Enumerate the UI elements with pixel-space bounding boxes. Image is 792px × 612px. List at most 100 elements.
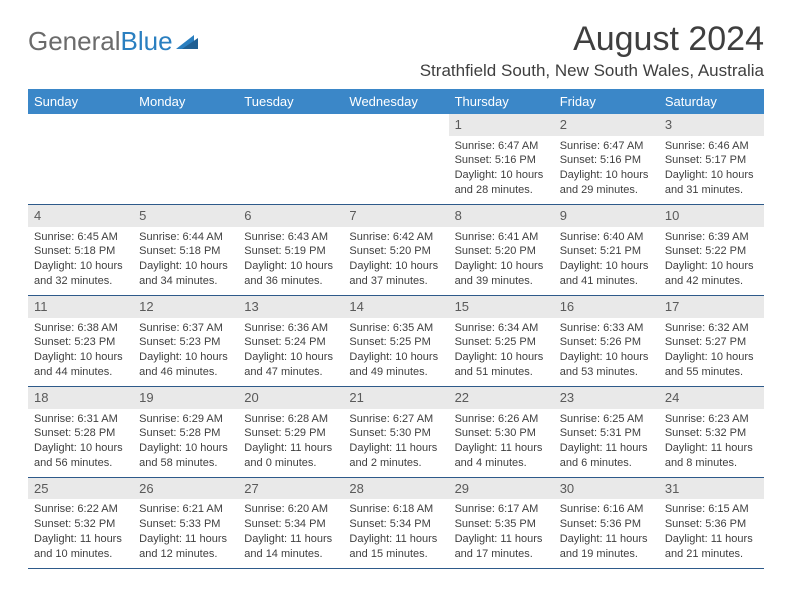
day-details: Sunrise: 6:29 AMSunset: 5:28 PMDaylight:… bbox=[133, 409, 238, 471]
day-number: 13 bbox=[238, 296, 343, 318]
sunset-line: Sunset: 5:36 PM bbox=[560, 517, 653, 532]
day-cell: 11Sunrise: 6:38 AMSunset: 5:23 PMDayligh… bbox=[28, 295, 133, 386]
day-details: Sunrise: 6:38 AMSunset: 5:23 PMDaylight:… bbox=[28, 318, 133, 380]
daylight-line: Daylight: 11 hours and 17 minutes. bbox=[455, 532, 548, 562]
week-row: 4Sunrise: 6:45 AMSunset: 5:18 PMDaylight… bbox=[28, 204, 764, 295]
daylight-line: Daylight: 11 hours and 15 minutes. bbox=[349, 532, 442, 562]
day-details: Sunrise: 6:46 AMSunset: 5:17 PMDaylight:… bbox=[659, 136, 764, 198]
calendar-table: Sunday Monday Tuesday Wednesday Thursday… bbox=[28, 89, 764, 569]
sunrise-line: Sunrise: 6:27 AM bbox=[349, 412, 442, 427]
day-header-thursday: Thursday bbox=[449, 89, 554, 114]
day-number: 20 bbox=[238, 387, 343, 409]
day-header-sunday: Sunday bbox=[28, 89, 133, 114]
day-number: 15 bbox=[449, 296, 554, 318]
sunset-line: Sunset: 5:20 PM bbox=[455, 244, 548, 259]
day-cell: 24Sunrise: 6:23 AMSunset: 5:32 PMDayligh… bbox=[659, 386, 764, 477]
day-details: Sunrise: 6:37 AMSunset: 5:23 PMDaylight:… bbox=[133, 318, 238, 380]
day-details: Sunrise: 6:27 AMSunset: 5:30 PMDaylight:… bbox=[343, 409, 448, 471]
day-cell: 17Sunrise: 6:32 AMSunset: 5:27 PMDayligh… bbox=[659, 295, 764, 386]
daylight-line: Daylight: 10 hours and 31 minutes. bbox=[665, 168, 758, 198]
daylight-line: Daylight: 10 hours and 36 minutes. bbox=[244, 259, 337, 289]
day-details: Sunrise: 6:22 AMSunset: 5:32 PMDaylight:… bbox=[28, 499, 133, 561]
daylight-line: Daylight: 10 hours and 55 minutes. bbox=[665, 350, 758, 380]
day-cell: 14Sunrise: 6:35 AMSunset: 5:25 PMDayligh… bbox=[343, 295, 448, 386]
daylight-line: Daylight: 11 hours and 2 minutes. bbox=[349, 441, 442, 471]
daylight-line: Daylight: 10 hours and 29 minutes. bbox=[560, 168, 653, 198]
day-number: 30 bbox=[554, 478, 659, 500]
sunrise-line: Sunrise: 6:46 AM bbox=[665, 139, 758, 154]
day-cell: 28Sunrise: 6:18 AMSunset: 5:34 PMDayligh… bbox=[343, 477, 448, 568]
sunset-line: Sunset: 5:30 PM bbox=[455, 426, 548, 441]
sunrise-line: Sunrise: 6:29 AM bbox=[139, 412, 232, 427]
sunrise-line: Sunrise: 6:38 AM bbox=[34, 321, 127, 336]
sunrise-line: Sunrise: 6:43 AM bbox=[244, 230, 337, 245]
day-number: 19 bbox=[133, 387, 238, 409]
day-cell bbox=[28, 114, 133, 204]
month-title: August 2024 bbox=[420, 20, 764, 59]
day-header-monday: Monday bbox=[133, 89, 238, 114]
day-cell: 30Sunrise: 6:16 AMSunset: 5:36 PMDayligh… bbox=[554, 477, 659, 568]
day-number: 2 bbox=[554, 114, 659, 136]
calendar-page: GeneralBlue August 2024 Strathfield Sout… bbox=[0, 0, 792, 579]
sunrise-line: Sunrise: 6:41 AM bbox=[455, 230, 548, 245]
sunset-line: Sunset: 5:35 PM bbox=[455, 517, 548, 532]
week-row: 1Sunrise: 6:47 AMSunset: 5:16 PMDaylight… bbox=[28, 114, 764, 204]
day-cell: 8Sunrise: 6:41 AMSunset: 5:20 PMDaylight… bbox=[449, 204, 554, 295]
day-number: 26 bbox=[133, 478, 238, 500]
sunset-line: Sunset: 5:34 PM bbox=[244, 517, 337, 532]
day-number: 6 bbox=[238, 205, 343, 227]
day-cell: 15Sunrise: 6:34 AMSunset: 5:25 PMDayligh… bbox=[449, 295, 554, 386]
sunrise-line: Sunrise: 6:32 AM bbox=[665, 321, 758, 336]
day-details: Sunrise: 6:45 AMSunset: 5:18 PMDaylight:… bbox=[28, 227, 133, 289]
day-number: 7 bbox=[343, 205, 448, 227]
day-details: Sunrise: 6:36 AMSunset: 5:24 PMDaylight:… bbox=[238, 318, 343, 380]
day-cell: 6Sunrise: 6:43 AMSunset: 5:19 PMDaylight… bbox=[238, 204, 343, 295]
sunrise-line: Sunrise: 6:39 AM bbox=[665, 230, 758, 245]
day-details: Sunrise: 6:16 AMSunset: 5:36 PMDaylight:… bbox=[554, 499, 659, 561]
sunrise-line: Sunrise: 6:17 AM bbox=[455, 502, 548, 517]
sunset-line: Sunset: 5:28 PM bbox=[34, 426, 127, 441]
logo: GeneralBlue bbox=[28, 20, 198, 57]
daylight-line: Daylight: 10 hours and 51 minutes. bbox=[455, 350, 548, 380]
sunrise-line: Sunrise: 6:15 AM bbox=[665, 502, 758, 517]
sunrise-line: Sunrise: 6:44 AM bbox=[139, 230, 232, 245]
sunrise-line: Sunrise: 6:33 AM bbox=[560, 321, 653, 336]
empty-day bbox=[343, 114, 448, 134]
day-cell: 27Sunrise: 6:20 AMSunset: 5:34 PMDayligh… bbox=[238, 477, 343, 568]
day-number: 3 bbox=[659, 114, 764, 136]
sunrise-line: Sunrise: 6:37 AM bbox=[139, 321, 232, 336]
day-number: 28 bbox=[343, 478, 448, 500]
daylight-line: Daylight: 10 hours and 47 minutes. bbox=[244, 350, 337, 380]
day-number: 4 bbox=[28, 205, 133, 227]
sunrise-line: Sunrise: 6:47 AM bbox=[455, 139, 548, 154]
day-number: 16 bbox=[554, 296, 659, 318]
day-details: Sunrise: 6:21 AMSunset: 5:33 PMDaylight:… bbox=[133, 499, 238, 561]
day-cell: 10Sunrise: 6:39 AMSunset: 5:22 PMDayligh… bbox=[659, 204, 764, 295]
day-number: 18 bbox=[28, 387, 133, 409]
day-cell: 2Sunrise: 6:47 AMSunset: 5:16 PMDaylight… bbox=[554, 114, 659, 204]
day-details: Sunrise: 6:34 AMSunset: 5:25 PMDaylight:… bbox=[449, 318, 554, 380]
sunset-line: Sunset: 5:31 PM bbox=[560, 426, 653, 441]
sunrise-line: Sunrise: 6:42 AM bbox=[349, 230, 442, 245]
sunrise-line: Sunrise: 6:22 AM bbox=[34, 502, 127, 517]
week-row: 25Sunrise: 6:22 AMSunset: 5:32 PMDayligh… bbox=[28, 477, 764, 568]
empty-day bbox=[133, 114, 238, 134]
day-number: 12 bbox=[133, 296, 238, 318]
day-details: Sunrise: 6:25 AMSunset: 5:31 PMDaylight:… bbox=[554, 409, 659, 471]
sunrise-line: Sunrise: 6:40 AM bbox=[560, 230, 653, 245]
sunset-line: Sunset: 5:23 PM bbox=[139, 335, 232, 350]
day-number: 21 bbox=[343, 387, 448, 409]
day-details: Sunrise: 6:17 AMSunset: 5:35 PMDaylight:… bbox=[449, 499, 554, 561]
daylight-line: Daylight: 11 hours and 8 minutes. bbox=[665, 441, 758, 471]
day-header-saturday: Saturday bbox=[659, 89, 764, 114]
sunset-line: Sunset: 5:33 PM bbox=[139, 517, 232, 532]
sunrise-line: Sunrise: 6:23 AM bbox=[665, 412, 758, 427]
day-details: Sunrise: 6:41 AMSunset: 5:20 PMDaylight:… bbox=[449, 227, 554, 289]
daylight-line: Daylight: 10 hours and 56 minutes. bbox=[34, 441, 127, 471]
sunrise-line: Sunrise: 6:16 AM bbox=[560, 502, 653, 517]
daylight-line: Daylight: 11 hours and 21 minutes. bbox=[665, 532, 758, 562]
daylight-line: Daylight: 10 hours and 28 minutes. bbox=[455, 168, 548, 198]
day-details: Sunrise: 6:31 AMSunset: 5:28 PMDaylight:… bbox=[28, 409, 133, 471]
day-details: Sunrise: 6:28 AMSunset: 5:29 PMDaylight:… bbox=[238, 409, 343, 471]
sunset-line: Sunset: 5:21 PM bbox=[560, 244, 653, 259]
